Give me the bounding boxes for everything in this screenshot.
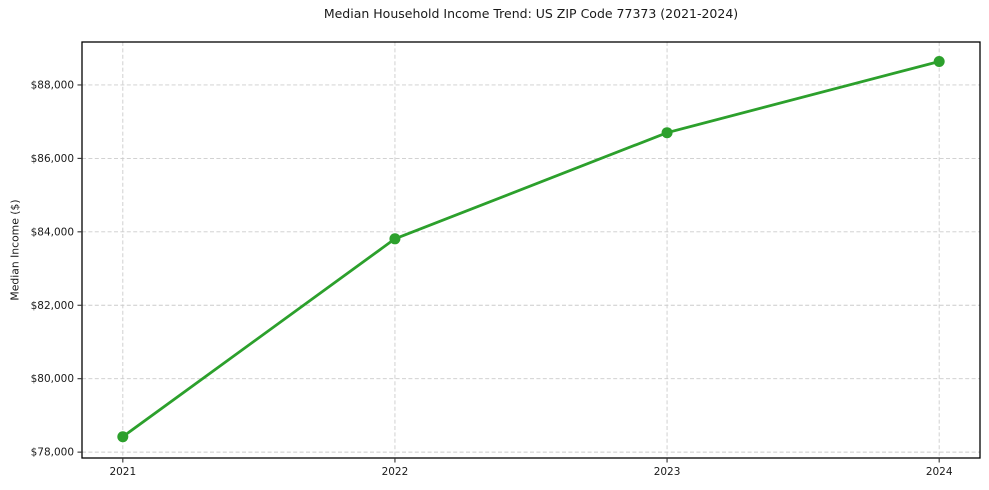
x-tick-label: 2024	[926, 466, 953, 478]
data-point-marker	[117, 431, 129, 443]
x-tick-label: 2021	[109, 466, 136, 478]
data-point-marker	[661, 127, 673, 139]
x-tick-label: 2023	[654, 466, 681, 478]
trend-line	[121, 60, 941, 439]
axes-spines	[81, 41, 981, 459]
data-point-marker	[389, 233, 401, 245]
y-tick-label: $80,000	[31, 373, 74, 385]
chart-title: Median Household Income Trend: US ZIP Co…	[323, 6, 739, 21]
y-tick-label: $86,000	[31, 153, 74, 165]
y-tick-label: $78,000	[31, 447, 74, 459]
data-point-marker	[933, 55, 945, 67]
y-tick-label: $88,000	[31, 79, 74, 91]
y-tick-label: $84,000	[31, 226, 74, 238]
x-tick-label: 2022	[382, 466, 409, 478]
y-tick-label: $82,000	[31, 300, 74, 312]
